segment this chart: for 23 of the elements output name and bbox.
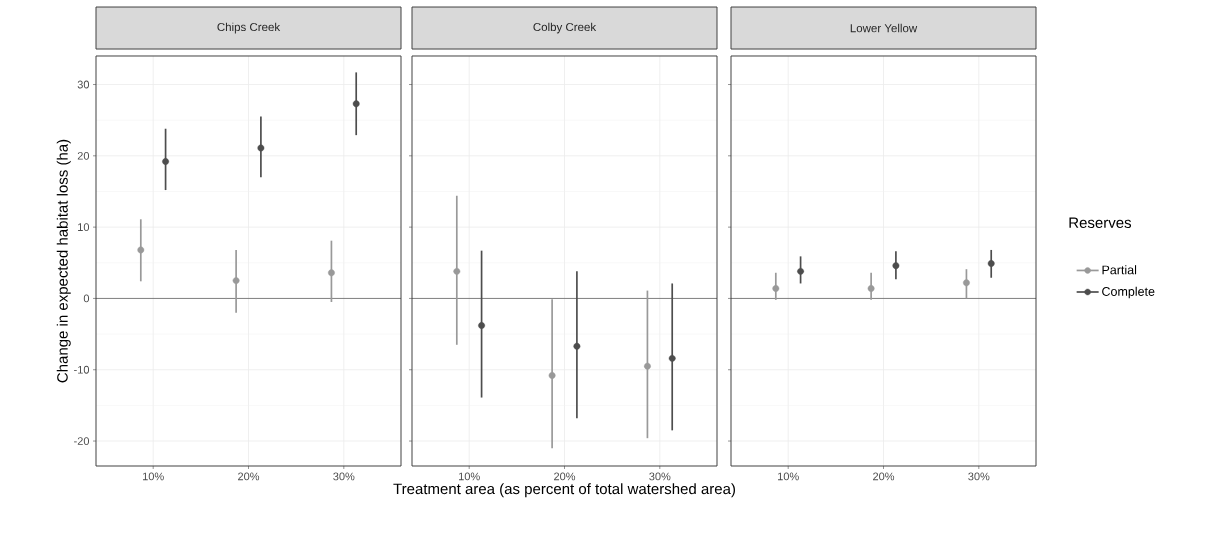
x-tick-label: 10%	[143, 472, 164, 481]
x-tick-label: 20%	[873, 472, 895, 481]
y-axis-title: Change in expected habitat loss (ha)	[56, 139, 71, 383]
y-tick-label: -20	[74, 437, 90, 445]
x-tick-label: 30%	[968, 472, 990, 481]
legend-title: Reserves	[1069, 217, 1132, 228]
legend-label: Partial	[1102, 265, 1137, 275]
x-tick-label: 30%	[649, 472, 671, 481]
chart-title: Chips Creek	[217, 22, 281, 34]
x-tick-label: 20%	[554, 472, 576, 481]
legend-label: Complete	[1102, 286, 1155, 299]
chart-title: Colby Creek	[533, 22, 597, 34]
y-tick-label: 20	[77, 151, 90, 160]
x-axis-title: Treatment area (as percent of total watershed area)	[393, 483, 735, 498]
x-tick-label: 20%	[238, 472, 260, 481]
y-tick-label: -10	[74, 365, 90, 374]
y-tick-label: 30	[77, 80, 90, 89]
x-tick-label: 10%	[459, 472, 480, 481]
y-tick-label: 0	[83, 294, 90, 303]
x-tick-label: 30%	[333, 472, 355, 481]
chart-title: Lower Yellow	[850, 23, 918, 33]
y-tick-label: 10	[78, 223, 90, 232]
x-tick-label: 10%	[778, 472, 799, 481]
